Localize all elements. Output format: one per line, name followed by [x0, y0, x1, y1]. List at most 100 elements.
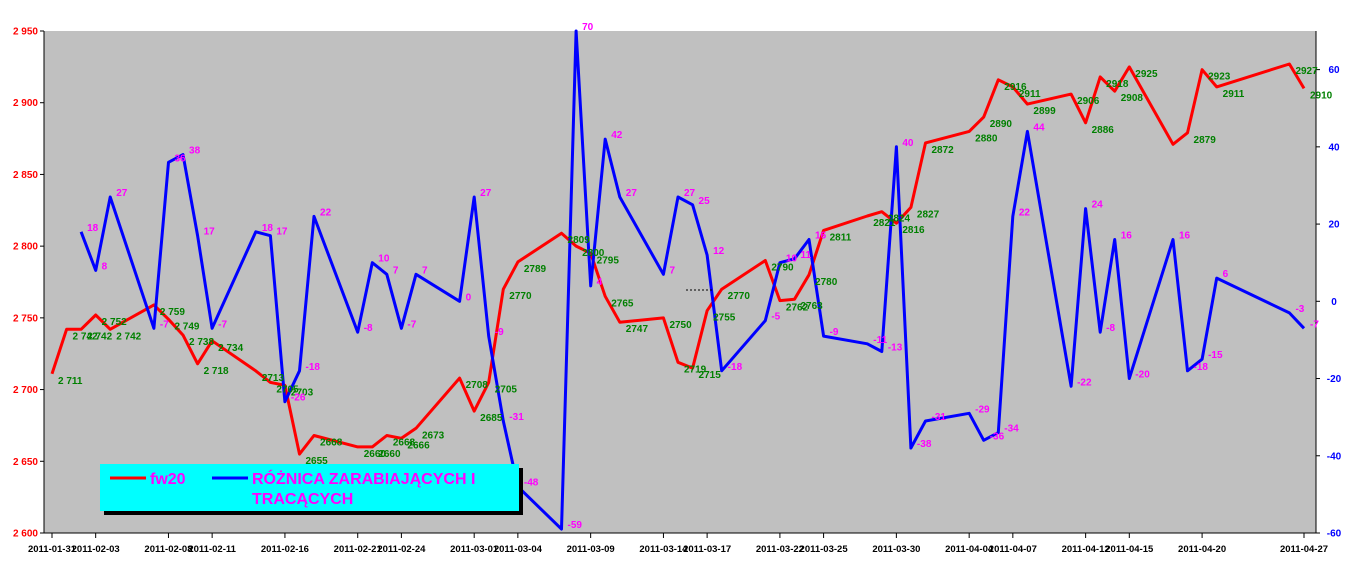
- data-label-roznica: -18: [305, 362, 320, 373]
- data-label-fw20: 2770: [509, 291, 532, 302]
- legend-label-fw20: fw20: [150, 471, 186, 488]
- data-label-fw20: 2910: [1310, 90, 1333, 101]
- data-label-fw20: 2906: [1077, 96, 1100, 107]
- x-tick-label: 2011-01-31: [28, 544, 77, 555]
- series-line-fw20: [50, 62, 1306, 456]
- data-label-roznica: 27: [684, 188, 696, 199]
- right-tick-label: 40: [1328, 142, 1340, 153]
- x-tick-label: 2011-04-12: [1062, 544, 1110, 555]
- data-label-fw20: 2765: [611, 298, 634, 309]
- data-label-fw20: 2789: [524, 264, 547, 275]
- data-label-roznica: 44: [1033, 122, 1045, 133]
- legend: fw20 RÓŻNICA ZARABIAJĄCYCH I TRACĄCYCH: [100, 464, 523, 515]
- data-label-roznica: -22: [1077, 377, 1092, 388]
- data-label-fw20: 2 759: [160, 307, 185, 318]
- data-label-roznica: 36: [174, 153, 186, 164]
- data-label-roznica: -29: [975, 404, 990, 415]
- data-label-roznica: -18: [1194, 362, 1209, 373]
- data-label-fw20: 2827: [917, 209, 940, 220]
- data-label-roznica: 27: [480, 188, 492, 199]
- data-label-roznica: 70: [582, 22, 594, 33]
- data-label-fw20: 2795: [597, 255, 620, 266]
- data-label-roznica: 27: [626, 188, 638, 199]
- data-label-fw20: 2899: [1033, 106, 1056, 117]
- data-label-roznica: 18: [262, 223, 274, 234]
- x-tick-label: 2011-03-04: [494, 544, 543, 555]
- x-tick-label: 2011-04-20: [1178, 544, 1226, 555]
- data-label-fw20: 2705: [276, 384, 299, 395]
- x-tick-label: 2011-03-09: [567, 544, 615, 555]
- data-label-fw20: 2908: [1121, 93, 1144, 104]
- data-label-fw20: 2668: [393, 437, 416, 448]
- data-label-fw20: 2824: [888, 214, 911, 225]
- data-label-roznica: 10: [378, 254, 390, 265]
- data-label-fw20: 2811: [830, 232, 852, 243]
- data-label-fw20: 2685: [480, 413, 503, 424]
- right-tick-label: 0: [1331, 297, 1337, 308]
- data-label-roznica: 22: [320, 207, 332, 218]
- right-tick-label: 60: [1328, 65, 1340, 76]
- data-label-fw20: 2880: [975, 133, 998, 144]
- x-tick-label: 2011-02-08: [144, 544, 192, 555]
- data-label-fw20: 2816: [902, 225, 925, 236]
- data-label-fw20: 2923: [1208, 72, 1231, 83]
- data-label-roznica: 27: [116, 188, 128, 199]
- x-tick-label: 2011-02-11: [188, 544, 236, 555]
- data-label-fw20: 2719: [684, 364, 707, 375]
- data-label-roznica: 4: [597, 277, 603, 288]
- data-label-fw20: 2879: [1194, 135, 1217, 146]
- data-label-roznica: -3: [1295, 304, 1304, 315]
- data-label-fw20: 2 749: [174, 321, 199, 332]
- data-label-roznica: 7: [669, 265, 675, 276]
- left-tick-label: 2 900: [13, 98, 38, 109]
- data-label-fw20: 2886: [1092, 125, 1115, 136]
- data-label-fw20: 2 742: [87, 331, 112, 342]
- data-label-fw20: 2755: [713, 313, 736, 324]
- data-label-roznica: 22: [1019, 207, 1031, 218]
- x-tick-label: 2011-04-07: [989, 544, 1037, 555]
- data-label-roznica: -34: [1004, 424, 1019, 435]
- data-label-roznica: -36: [990, 431, 1005, 442]
- data-label-roznica: 6: [1223, 269, 1229, 280]
- data-label-roznica: 11: [800, 250, 811, 261]
- data-label-roznica: -48: [524, 478, 539, 489]
- data-label-roznica: 17: [276, 227, 288, 238]
- data-label-fw20: 2916: [1004, 82, 1027, 93]
- data-label-roznica: -38: [917, 439, 932, 450]
- data-label-roznica: -15: [1208, 350, 1223, 361]
- data-label-fw20: 2 738: [189, 337, 214, 348]
- data-label-fw20: 2713: [262, 373, 285, 384]
- data-label-roznica: 16: [1179, 231, 1191, 242]
- data-label-fw20: 2762: [786, 303, 809, 314]
- left-tick-label: 2 700: [13, 385, 38, 396]
- data-label-fw20: 2708: [466, 380, 489, 391]
- data-label-roznica: 7: [422, 265, 428, 276]
- left-tick-label: 2 600: [13, 529, 38, 540]
- data-label-fw20: 2890: [990, 119, 1013, 130]
- right-tick-label: 20: [1328, 220, 1340, 231]
- x-tick-label: 2011-02-16: [261, 544, 309, 555]
- data-label-roznica: 25: [699, 196, 711, 207]
- data-label-roznica: 7: [393, 265, 399, 276]
- data-label-fw20: 2770: [728, 291, 751, 302]
- legend-label-roznica-line1: RÓŻNICA ZARABIAJĄCYCH I: [252, 469, 475, 488]
- data-label-roznica: -7: [218, 319, 227, 330]
- data-label-fw20: 2763: [800, 301, 823, 312]
- series-line-roznica: [79, 29, 1306, 531]
- data-label-roznica: -11: [873, 335, 887, 346]
- data-label-fw20: 2703: [291, 387, 314, 398]
- left-tick-label: 2 800: [13, 242, 38, 253]
- data-label-fw20: 2660: [364, 449, 387, 460]
- x-tick-label: 2011-02-21: [334, 544, 383, 555]
- data-label-roznica: -8: [1106, 323, 1115, 334]
- right-tick-label: -60: [1327, 529, 1342, 540]
- left-tick-label: 2 850: [13, 170, 38, 181]
- data-label-fw20: 2747: [626, 324, 649, 335]
- data-label-fw20: 2911: [1019, 89, 1041, 100]
- data-label-fw20: 2780: [815, 277, 838, 288]
- left-tick-label: 2 950: [13, 27, 38, 38]
- x-tick-label: 2011-03-14: [639, 544, 688, 555]
- data-label-roznica: 16: [815, 231, 827, 242]
